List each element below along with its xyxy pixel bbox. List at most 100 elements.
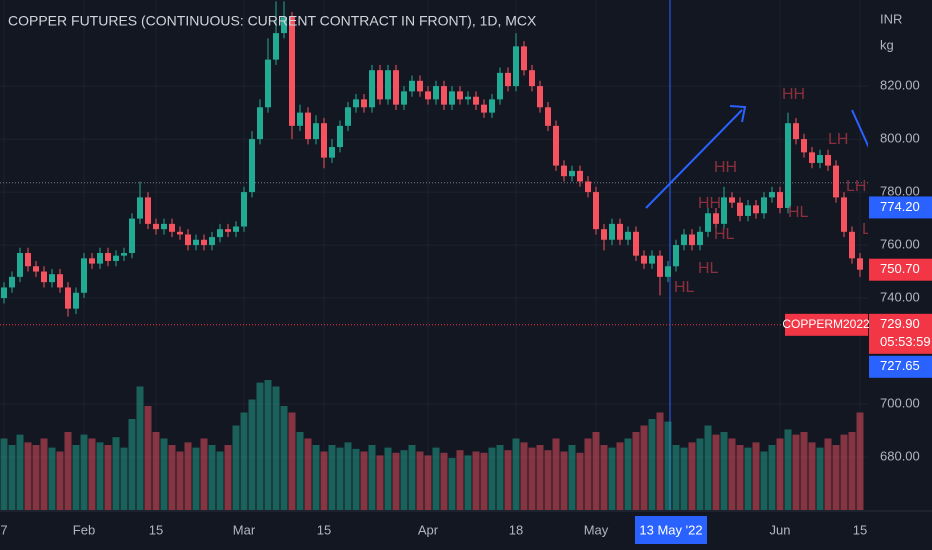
candle-body [321,123,327,158]
price-badge [869,196,932,219]
candle-body [705,213,711,232]
currency: INR [880,11,902,26]
volume-bar [688,442,696,510]
candles [1,1,863,317]
volume-bar [664,421,672,510]
volume-bar [600,445,608,510]
candle-body [185,234,191,246]
volume-bar [832,445,840,510]
candle-body [785,123,791,208]
x-tick-label: Apr [418,522,439,537]
symbol-badge [785,313,868,336]
candle-body [361,99,367,108]
candle-body [745,205,751,216]
x-tick-label: 18 [509,522,523,537]
volume-bar [656,412,664,510]
volume-bar [16,434,24,510]
volume-bar [264,380,272,510]
volume-bar [0,438,8,510]
volume-pane [0,380,864,510]
volume-bar [776,438,784,510]
candle-body [817,154,823,163]
volume-bar [624,438,632,510]
x-tick-label: May [584,522,609,537]
volume-bar [768,445,776,510]
candle-body [593,192,599,230]
volume-bar [384,447,392,510]
volume-bar [816,447,824,510]
candle-body [497,72,503,100]
volume-bar [40,438,48,510]
candle-body [233,226,239,232]
volume-bar [112,437,120,510]
volume-bar [808,442,816,510]
volume-bar [440,452,448,510]
volume-bar [288,412,296,510]
x-tick-label: 7 [0,522,7,537]
candle-body [553,125,559,166]
x-tick-label: Jun [770,522,791,537]
volume-bar [400,450,408,510]
volume-bar [720,432,728,510]
volume-bar [144,406,152,510]
x-tick-label: Feb [73,522,95,537]
volume-bar [640,425,648,510]
candle-body [505,72,511,87]
candle-body [753,205,759,214]
candle-body [569,170,575,177]
candle-body [97,253,103,264]
candle-body [329,147,335,158]
trend-line [851,109,871,151]
volume-bar [496,445,504,510]
volume-bar [784,429,792,510]
price-badge [869,258,932,281]
candle-body [729,197,735,203]
y-tick-label: 760.00 [880,237,920,252]
volume-bar [568,445,576,510]
volume-bar [704,425,712,510]
candle-body [833,165,839,198]
pattern-label: HL [698,260,719,277]
candle-body [289,17,295,126]
volume-bar [520,442,528,510]
candle-body [153,223,159,230]
candle-body [713,213,719,224]
volume-bar [32,445,40,510]
candle-body [529,70,535,87]
price-badge-label: 774.20 [880,199,920,214]
candle-body [457,91,463,100]
candle-body [241,192,247,227]
chart-title: COPPER FUTURES (CONTINUOUS: CURRENT CONT… [8,13,537,29]
price-badge [869,355,932,378]
volume-bar [200,438,208,510]
candle-body [409,80,415,92]
volume-bar [248,399,256,510]
volume-bar [408,445,416,510]
volume-bar [680,447,688,510]
pattern-label: HL [674,279,695,296]
candle-body [193,239,199,246]
candle-body [857,258,863,270]
candle-body [825,154,831,166]
volume-bar [24,442,32,510]
volume-bar [184,442,192,510]
candle-body [489,99,495,113]
candle-body [121,253,127,256]
candle-body [73,292,79,309]
volume-bar [328,445,336,510]
candle-body [625,231,631,240]
volume-bar [696,438,704,510]
candle-body [481,104,487,113]
candle-body [145,197,151,224]
price-badge-label: 729.90 [880,316,920,331]
candle-body [201,239,207,246]
volume-bar [136,386,144,510]
volume-bar [272,386,280,510]
volume-bar [320,451,328,510]
volume-bar [48,447,56,510]
candle-body [57,274,63,288]
candle-body [49,274,55,283]
volume-bar [464,455,472,510]
volume-bar [8,445,16,510]
